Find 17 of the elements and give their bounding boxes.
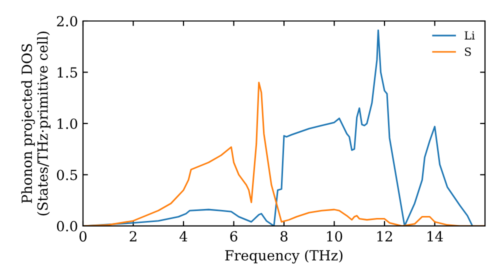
y-tick-label: 0.0 [56, 220, 78, 232]
x-tick-label: 10 [327, 231, 342, 242]
y-tick-label: 1.0 [58, 118, 78, 129]
x-tick-label: 14 [428, 231, 443, 242]
y-tick-label: 0.5 [56, 170, 78, 180]
legend-label: S [465, 48, 471, 56]
legend-label: Li [464, 31, 475, 40]
x-tick-label: 12 [377, 231, 392, 242]
x-tick-label: 6 [230, 231, 238, 242]
y-axis-title: Phonon projected DOS (States/THz·primitive cell) [21, 32, 50, 216]
y-tick-label: 2.0 [56, 16, 78, 26]
x-tick-label: 4 [180, 231, 188, 242]
x-axis-title: Frequency (THz) [225, 250, 342, 264]
y-tick-label: 1.5 [58, 67, 78, 78]
x-tick-label: 2 [130, 231, 136, 242]
x-tick-label: 8 [280, 231, 288, 242]
x-tick-label: 0 [79, 231, 86, 242]
